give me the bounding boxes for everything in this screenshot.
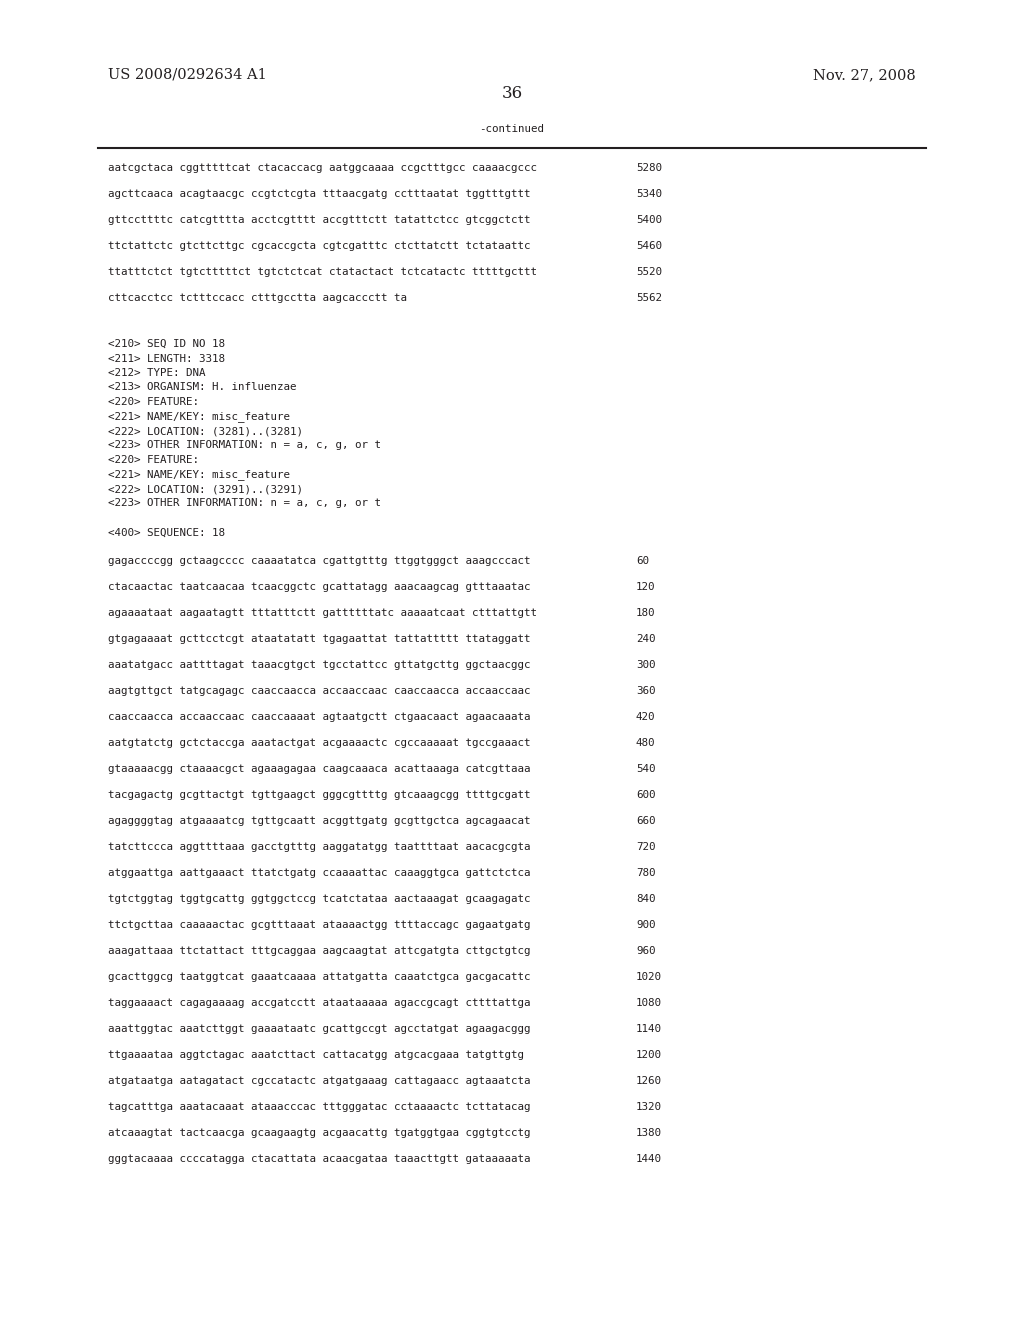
- Text: aaattggtac aaatcttggt gaaaataatc gcattgccgt agcctatgat agaagacggg: aaattggtac aaatcttggt gaaaataatc gcattgc…: [108, 1024, 530, 1034]
- Text: 960: 960: [636, 946, 655, 956]
- Text: tacgagactg gcgttactgt tgttgaagct gggcgttttg gtcaaagcgg ttttgcgatt: tacgagactg gcgttactgt tgttgaagct gggcgtt…: [108, 789, 530, 800]
- Text: gagaccccgg gctaagcccc caaaatatca cgattgtttg ttggtgggct aaagcccact: gagaccccgg gctaagcccc caaaatatca cgattgt…: [108, 556, 530, 566]
- Text: gggtacaaaa ccccatagga ctacattata acaacgataa taaacttgtt gataaaaata: gggtacaaaa ccccatagga ctacattata acaacga…: [108, 1154, 530, 1164]
- Text: gcacttggcg taatggtcat gaaatcaaaa attatgatta caaatctgca gacgacattc: gcacttggcg taatggtcat gaaatcaaaa attatga…: [108, 972, 530, 982]
- Text: 660: 660: [636, 816, 655, 826]
- Text: 60: 60: [636, 556, 649, 566]
- Text: 900: 900: [636, 920, 655, 931]
- Text: 780: 780: [636, 869, 655, 878]
- Text: 1020: 1020: [636, 972, 662, 982]
- Text: gttccttttc catcgtttta acctcgtttt accgtttctt tatattctcc gtcggctctt: gttccttttc catcgtttta acctcgtttt accgttt…: [108, 215, 530, 224]
- Text: ttctattctc gtcttcttgc cgcaccgcta cgtcgatttc ctcttatctt tctataattc: ttctattctc gtcttcttgc cgcaccgcta cgtcgat…: [108, 242, 530, 251]
- Text: caaccaacca accaaccaac caaccaaaat agtaatgctt ctgaacaact agaacaaata: caaccaacca accaaccaac caaccaaaat agtaatg…: [108, 711, 530, 722]
- Text: agaaaataat aagaatagtt tttatttctt gattttttatc aaaaatcaat ctttattgtt: agaaaataat aagaatagtt tttatttctt gattttt…: [108, 609, 537, 618]
- Text: 1140: 1140: [636, 1024, 662, 1034]
- Text: 480: 480: [636, 738, 655, 748]
- Text: <220> FEATURE:: <220> FEATURE:: [108, 455, 199, 465]
- Text: 720: 720: [636, 842, 655, 851]
- Text: aagtgttgct tatgcagagc caaccaacca accaaccaac caaccaacca accaaccaac: aagtgttgct tatgcagagc caaccaacca accaacc…: [108, 686, 530, 696]
- Text: <210> SEQ ID NO 18: <210> SEQ ID NO 18: [108, 339, 225, 348]
- Text: 240: 240: [636, 634, 655, 644]
- Text: 5280: 5280: [636, 162, 662, 173]
- Text: 1200: 1200: [636, 1049, 662, 1060]
- Text: aatcgctaca cggtttttcat ctacaccacg aatggcaaaa ccgctttgcc caaaacgccc: aatcgctaca cggtttttcat ctacaccacg aatggc…: [108, 162, 537, 173]
- Text: atggaattga aattgaaact ttatctgatg ccaaaattac caaaggtgca gattctctca: atggaattga aattgaaact ttatctgatg ccaaaat…: [108, 869, 530, 878]
- Text: gtaaaaacgg ctaaaacgct agaaagagaa caagcaaaca acattaaaga catcgttaaa: gtaaaaacgg ctaaaacgct agaaagagaa caagcaa…: [108, 764, 530, 774]
- Text: atgataatga aatagatact cgccatactc atgatgaaag cattagaacc agtaaatcta: atgataatga aatagatact cgccatactc atgatga…: [108, 1076, 530, 1086]
- Text: <221> NAME/KEY: misc_feature: <221> NAME/KEY: misc_feature: [108, 470, 290, 480]
- Text: aatgtatctg gctctaccga aaatactgat acgaaaactc cgccaaaaat tgccgaaact: aatgtatctg gctctaccga aaatactgat acgaaaa…: [108, 738, 530, 748]
- Text: 1260: 1260: [636, 1076, 662, 1086]
- Text: atcaaagtat tactcaacga gcaagaagtg acgaacattg tgatggtgaa cggtgtcctg: atcaaagtat tactcaacga gcaagaagtg acgaaca…: [108, 1129, 530, 1138]
- Text: taggaaaact cagagaaaag accgatcctt ataataaaaa agaccgcagt cttttattga: taggaaaact cagagaaaag accgatcctt ataataa…: [108, 998, 530, 1008]
- Text: tagcatttga aaatacaaat ataaacccac tttgggatac cctaaaactc tcttatacag: tagcatttga aaatacaaat ataaacccac tttggga…: [108, 1102, 530, 1111]
- Text: US 2008/0292634 A1: US 2008/0292634 A1: [108, 69, 266, 82]
- Text: gtgagaaaat gcttcctcgt ataatatatt tgagaattat tattattttt ttataggatt: gtgagaaaat gcttcctcgt ataatatatt tgagaat…: [108, 634, 530, 644]
- Text: 120: 120: [636, 582, 655, 591]
- Text: aaatatgacc aattttagat taaacgtgct tgcctattcc gttatgcttg ggctaacggc: aaatatgacc aattttagat taaacgtgct tgcctat…: [108, 660, 530, 671]
- Text: <213> ORGANISM: H. influenzae: <213> ORGANISM: H. influenzae: [108, 383, 297, 392]
- Text: 1440: 1440: [636, 1154, 662, 1164]
- Text: 300: 300: [636, 660, 655, 671]
- Text: 1320: 1320: [636, 1102, 662, 1111]
- Text: <400> SEQUENCE: 18: <400> SEQUENCE: 18: [108, 528, 225, 537]
- Text: 1380: 1380: [636, 1129, 662, 1138]
- Text: 5460: 5460: [636, 242, 662, 251]
- Text: <211> LENGTH: 3318: <211> LENGTH: 3318: [108, 354, 225, 363]
- Text: tgtctggtag tggtgcattg ggtggctccg tcatctataa aactaaagat gcaagagatc: tgtctggtag tggtgcattg ggtggctccg tcatcta…: [108, 894, 530, 904]
- Text: ttctgcttaa caaaaactac gcgtttaaat ataaaactgg ttttaccagc gagaatgatg: ttctgcttaa caaaaactac gcgtttaaat ataaaac…: [108, 920, 530, 931]
- Text: <212> TYPE: DNA: <212> TYPE: DNA: [108, 368, 206, 378]
- Text: <222> LOCATION: (3281)..(3281): <222> LOCATION: (3281)..(3281): [108, 426, 303, 436]
- Text: <221> NAME/KEY: misc_feature: <221> NAME/KEY: misc_feature: [108, 412, 290, 422]
- Text: agaggggtag atgaaaatcg tgttgcaatt acggttgatg gcgttgctca agcagaacat: agaggggtag atgaaaatcg tgttgcaatt acggttg…: [108, 816, 530, 826]
- Text: 5562: 5562: [636, 293, 662, 304]
- Text: cttcacctcc tctttccacc ctttgcctta aagcaccctt ta: cttcacctcc tctttccacc ctttgcctta aagcacc…: [108, 293, 407, 304]
- Text: 420: 420: [636, 711, 655, 722]
- Text: 540: 540: [636, 764, 655, 774]
- Text: 36: 36: [502, 84, 522, 102]
- Text: 1080: 1080: [636, 998, 662, 1008]
- Text: Nov. 27, 2008: Nov. 27, 2008: [813, 69, 916, 82]
- Text: 180: 180: [636, 609, 655, 618]
- Text: agcttcaaca acagtaacgc ccgtctcgta tttaacgatg cctttaatat tggtttgttt: agcttcaaca acagtaacgc ccgtctcgta tttaacg…: [108, 189, 530, 199]
- Text: <223> OTHER INFORMATION: n = a, c, g, or t: <223> OTHER INFORMATION: n = a, c, g, or…: [108, 499, 381, 508]
- Text: <223> OTHER INFORMATION: n = a, c, g, or t: <223> OTHER INFORMATION: n = a, c, g, or…: [108, 441, 381, 450]
- Text: 600: 600: [636, 789, 655, 800]
- Text: <220> FEATURE:: <220> FEATURE:: [108, 397, 199, 407]
- Text: 5520: 5520: [636, 267, 662, 277]
- Text: ttatttctct tgtctttttct tgtctctcat ctatactact tctcatactc tttttgcttt: ttatttctct tgtctttttct tgtctctcat ctatac…: [108, 267, 537, 277]
- Text: tatcttccca aggttttaaa gacctgtttg aaggatatgg taattttaat aacacgcgta: tatcttccca aggttttaaa gacctgtttg aaggata…: [108, 842, 530, 851]
- Text: 5340: 5340: [636, 189, 662, 199]
- Text: 360: 360: [636, 686, 655, 696]
- Text: -continued: -continued: [479, 124, 545, 135]
- Text: ttgaaaataa aggtctagac aaatcttact cattacatgg atgcacgaaa tatgttgtg: ttgaaaataa aggtctagac aaatcttact cattaca…: [108, 1049, 524, 1060]
- Text: aaagattaaa ttctattact tttgcaggaa aagcaagtat attcgatgta cttgctgtcg: aaagattaaa ttctattact tttgcaggaa aagcaag…: [108, 946, 530, 956]
- Text: ctacaactac taatcaacaa tcaacggctc gcattatagg aaacaagcag gtttaaatac: ctacaactac taatcaacaa tcaacggctc gcattat…: [108, 582, 530, 591]
- Text: 840: 840: [636, 894, 655, 904]
- Text: 5400: 5400: [636, 215, 662, 224]
- Text: <222> LOCATION: (3291)..(3291): <222> LOCATION: (3291)..(3291): [108, 484, 303, 494]
